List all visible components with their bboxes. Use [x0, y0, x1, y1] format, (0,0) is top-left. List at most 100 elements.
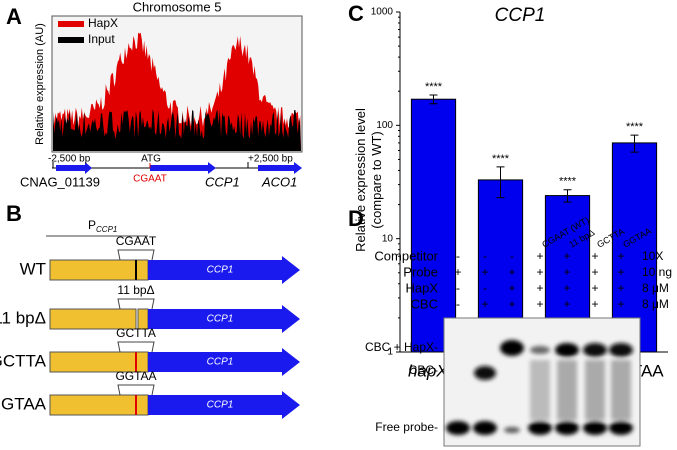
- panel-label: C: [348, 1, 364, 26]
- lane-sign: -: [456, 297, 460, 311]
- lane-sign: +: [536, 249, 543, 263]
- promoter-box: [49, 308, 137, 330]
- y-tick-label: 100: [376, 120, 393, 131]
- panel-label: D: [348, 206, 364, 231]
- band: [583, 421, 607, 435]
- y-tick-label: 1: [387, 347, 393, 358]
- amount: 8 μM: [642, 297, 669, 311]
- motif-bracket: [117, 249, 155, 261]
- tracks: [53, 32, 301, 151]
- legend-label: HapX: [88, 16, 118, 30]
- input-track: [53, 109, 301, 151]
- position-label: -2,500 bp: [48, 154, 91, 165]
- lane-sign: +: [508, 281, 515, 295]
- lane-sign: +: [563, 249, 570, 263]
- motif-label: GGTAA: [115, 369, 156, 383]
- promoter-p: P: [88, 218, 96, 232]
- row-label: CBC: [411, 296, 438, 311]
- bar: [410, 98, 457, 353]
- row-label: Probe: [403, 264, 438, 279]
- band: [500, 340, 524, 356]
- motif-label: CGAAT: [133, 174, 167, 185]
- lane-sign: +: [481, 265, 488, 279]
- gene-label: CCP1: [207, 314, 234, 325]
- promoter-box: [49, 259, 149, 281]
- smear: [530, 360, 550, 420]
- lane-sign: +: [536, 281, 543, 295]
- gene-arrow: [56, 162, 92, 174]
- error-bar: [496, 166, 505, 199]
- band: [609, 343, 633, 357]
- band: [555, 343, 579, 357]
- lane-sign: +: [617, 297, 624, 311]
- smear: [585, 360, 605, 420]
- panel-label: A: [6, 4, 22, 29]
- lane-sign: +: [617, 265, 624, 279]
- row-label: Competitor: [374, 248, 438, 263]
- promoter-sub: CCP1: [96, 225, 117, 234]
- lane-sign: +: [454, 265, 461, 279]
- significance: ****: [492, 153, 510, 165]
- error-bar: [429, 94, 438, 105]
- band: [530, 346, 550, 354]
- significance: ****: [626, 121, 644, 133]
- band: [446, 421, 470, 435]
- lane-sign: +: [563, 281, 570, 295]
- gene-label: CCP1: [207, 265, 234, 276]
- amount: 10 ng: [642, 265, 672, 279]
- gene-arrow: [148, 391, 300, 419]
- lane-sign: +: [617, 281, 624, 295]
- lane-sign: +: [591, 265, 598, 279]
- lane-sign: -: [456, 249, 460, 263]
- band: [555, 421, 579, 435]
- band: [609, 421, 633, 435]
- lane-sign: +: [481, 297, 488, 311]
- band-label: CBC + HapX-: [365, 340, 438, 354]
- y-axis-label-line: Relative expression level: [353, 108, 368, 252]
- y-axis-label: Relative expression (AU): [34, 23, 46, 145]
- motif-label: GCTTA: [116, 326, 156, 340]
- motif-label: 11 bpΔ: [117, 283, 154, 297]
- lane-sign: +: [591, 281, 598, 295]
- lane-sign: +: [536, 265, 543, 279]
- panel-title: Chromosome 5: [133, 0, 222, 14]
- motif-bracket: [117, 341, 155, 353]
- y-axis-label: Relative expression level(compare to WT): [353, 108, 384, 252]
- error-bar: [563, 189, 572, 203]
- significance: ****: [559, 176, 577, 188]
- smear: [611, 360, 631, 420]
- construct-label: GCTTA: [0, 351, 47, 370]
- band: [474, 366, 496, 380]
- legend-label: Input: [88, 32, 115, 46]
- construct-label: 11 bpΔ: [0, 308, 46, 327]
- gene-arrow: [258, 162, 302, 174]
- gene-label: CCP1: [207, 357, 234, 368]
- y-tick-label: 10: [382, 233, 394, 244]
- legend-swatch: [58, 21, 84, 27]
- chart-title: CCP1: [495, 5, 546, 26]
- gene-arrow: [148, 256, 300, 284]
- band-label: Free probe-: [375, 420, 438, 434]
- gene-arrow: [150, 162, 216, 174]
- gel-bands: [446, 340, 633, 435]
- gene-label: ACO1: [261, 174, 297, 189]
- panel-label: B: [6, 201, 22, 226]
- amount: 10X: [642, 249, 663, 263]
- construct-label: WT: [20, 259, 46, 278]
- construct-label: GGTAA: [0, 394, 47, 413]
- lane-sign: -: [510, 249, 514, 263]
- smear: [557, 360, 577, 420]
- lane-sign: +: [591, 297, 598, 311]
- lane-sign: +: [563, 265, 570, 279]
- gene-arrow: [148, 305, 300, 333]
- position-label: +2,500 bp: [248, 154, 293, 165]
- y-tick-label: 1000: [371, 7, 394, 18]
- motif-bracket: [117, 298, 155, 310]
- lane-sign: +: [563, 297, 570, 311]
- gene-label: CCP1: [207, 400, 234, 411]
- band: [528, 421, 552, 435]
- row-label: HapX: [405, 280, 438, 295]
- lane-sign: +: [617, 249, 624, 263]
- lane-sign: +: [508, 297, 515, 311]
- lane-sign: -: [483, 249, 487, 263]
